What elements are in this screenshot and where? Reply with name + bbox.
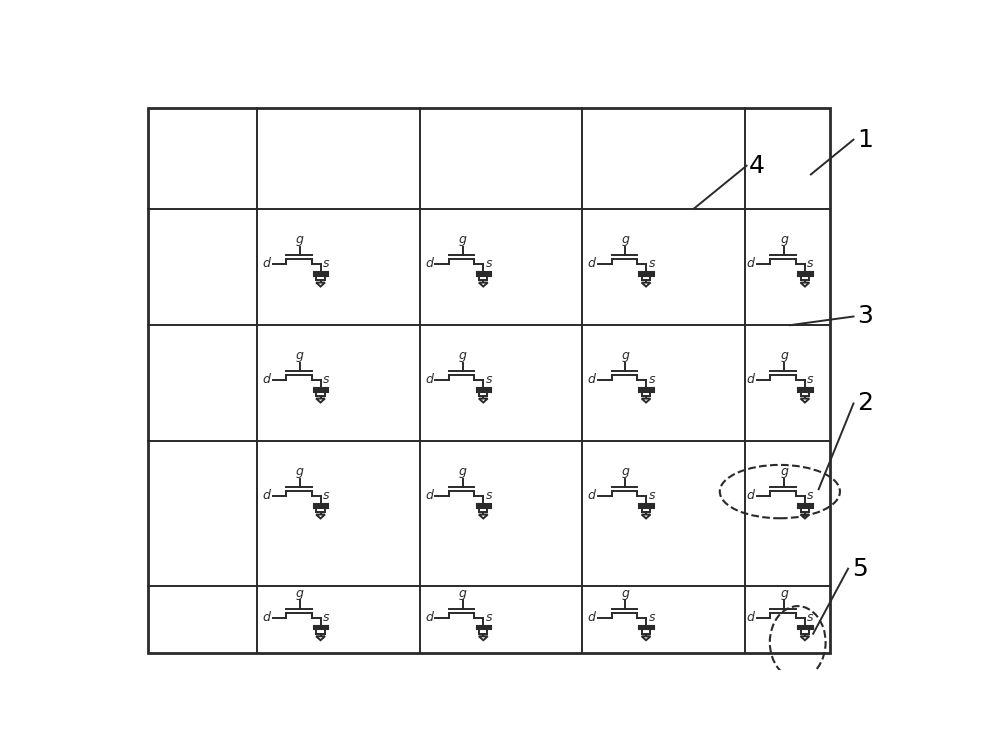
Text: s: s bbox=[486, 373, 492, 386]
Polygon shape bbox=[800, 636, 809, 640]
Text: d: d bbox=[588, 611, 596, 624]
Polygon shape bbox=[800, 398, 809, 403]
Text: g: g bbox=[459, 587, 467, 599]
Text: d: d bbox=[425, 611, 433, 624]
Text: g: g bbox=[296, 465, 304, 478]
Text: d: d bbox=[747, 258, 755, 270]
Polygon shape bbox=[316, 636, 325, 640]
Text: s: s bbox=[323, 373, 329, 386]
Text: s: s bbox=[807, 258, 814, 270]
Polygon shape bbox=[479, 636, 488, 640]
Text: d: d bbox=[747, 611, 755, 624]
Polygon shape bbox=[479, 514, 488, 519]
Text: g: g bbox=[621, 349, 629, 362]
Text: s: s bbox=[807, 489, 814, 502]
Polygon shape bbox=[316, 514, 325, 519]
Polygon shape bbox=[800, 514, 809, 519]
Text: s: s bbox=[648, 373, 655, 386]
Text: s: s bbox=[486, 611, 492, 624]
Polygon shape bbox=[800, 282, 809, 287]
Text: s: s bbox=[323, 611, 329, 624]
Text: g: g bbox=[296, 349, 304, 362]
Text: d: d bbox=[262, 258, 270, 270]
Text: g: g bbox=[621, 465, 629, 478]
Text: 4: 4 bbox=[749, 154, 765, 178]
Text: g: g bbox=[296, 233, 304, 246]
Text: 1: 1 bbox=[857, 128, 873, 151]
Text: g: g bbox=[780, 587, 788, 599]
Text: g: g bbox=[459, 349, 467, 362]
Text: d: d bbox=[262, 489, 270, 502]
Polygon shape bbox=[642, 514, 650, 519]
Text: g: g bbox=[780, 349, 788, 362]
Text: s: s bbox=[807, 373, 814, 386]
Text: g: g bbox=[621, 587, 629, 599]
Text: 5: 5 bbox=[852, 556, 868, 581]
Text: d: d bbox=[262, 611, 270, 624]
Text: d: d bbox=[588, 373, 596, 386]
Polygon shape bbox=[316, 398, 325, 403]
Polygon shape bbox=[642, 282, 650, 287]
Text: s: s bbox=[323, 489, 329, 502]
Text: s: s bbox=[486, 489, 492, 502]
Text: 2: 2 bbox=[857, 392, 873, 416]
Text: s: s bbox=[648, 611, 655, 624]
Text: d: d bbox=[262, 373, 270, 386]
Text: s: s bbox=[323, 258, 329, 270]
Text: g: g bbox=[296, 587, 304, 599]
Text: d: d bbox=[425, 373, 433, 386]
Text: d: d bbox=[747, 489, 755, 502]
Text: g: g bbox=[780, 233, 788, 246]
Text: s: s bbox=[486, 258, 492, 270]
Text: d: d bbox=[588, 258, 596, 270]
Polygon shape bbox=[479, 282, 488, 287]
Text: d: d bbox=[425, 489, 433, 502]
Text: g: g bbox=[621, 233, 629, 246]
Text: d: d bbox=[425, 258, 433, 270]
Polygon shape bbox=[316, 282, 325, 287]
Polygon shape bbox=[642, 398, 650, 403]
Text: 3: 3 bbox=[857, 304, 873, 328]
Polygon shape bbox=[479, 398, 488, 403]
Bar bbox=[148, 108, 830, 653]
Text: s: s bbox=[807, 611, 814, 624]
Polygon shape bbox=[642, 636, 650, 640]
Text: d: d bbox=[588, 489, 596, 502]
Text: d: d bbox=[747, 373, 755, 386]
Text: g: g bbox=[459, 465, 467, 478]
Text: g: g bbox=[780, 465, 788, 478]
Text: g: g bbox=[459, 233, 467, 246]
Text: s: s bbox=[648, 258, 655, 270]
Text: s: s bbox=[648, 489, 655, 502]
